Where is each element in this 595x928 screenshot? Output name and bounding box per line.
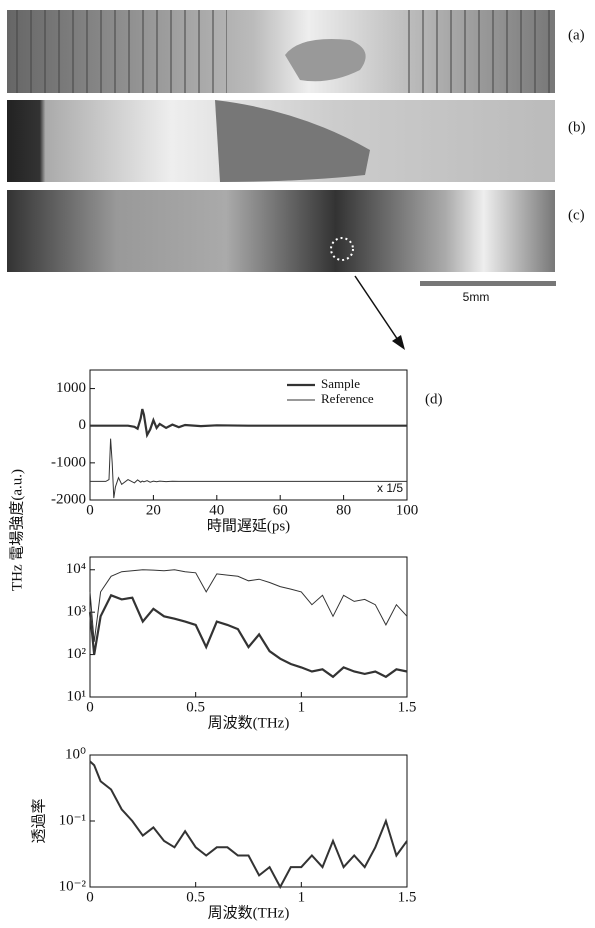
x-tick-label: 1 <box>298 699 306 715</box>
series-line <box>89 760 408 890</box>
annotation: x 1/5 <box>377 481 403 495</box>
x-tick-label: 0 <box>86 699 94 715</box>
y-tick-label: 10³ <box>67 604 87 620</box>
y-tick-label: 10⁴ <box>66 561 86 577</box>
x-tick-label: 20 <box>146 502 161 518</box>
x-tick-label: 1.5 <box>398 699 417 715</box>
x-tick-label: 0.5 <box>186 889 205 905</box>
y-tick-label: 10² <box>67 646 87 662</box>
x-axis-label: 時間遅延(ps) <box>207 517 290 534</box>
plot-frame <box>89 754 408 888</box>
x-tick-label: 0.5 <box>186 699 205 715</box>
y-tick-label: 1000 <box>56 380 86 396</box>
image-a <box>7 10 555 93</box>
panel-label: (c) <box>568 207 585 223</box>
y-tick-label: -1000 <box>51 454 86 470</box>
y-axis-label: 透過率 <box>30 798 47 843</box>
panel-label: (d) <box>425 391 443 407</box>
arrow-head <box>392 335 405 350</box>
scale-bar-label: 5mm <box>463 290 490 304</box>
x-tick-label: 60 <box>273 502 288 518</box>
y-tick-label: 10⁰ <box>65 746 86 762</box>
x-tick-label: 1 <box>298 889 306 905</box>
panel-label: (a) <box>568 27 585 43</box>
panel-label: (b) <box>568 119 586 135</box>
image-c <box>7 190 555 272</box>
y-tick-label: 10⁻² <box>59 878 87 894</box>
x-axis-label: 周波数(THz) <box>208 904 290 921</box>
legend-label: Reference <box>321 391 374 406</box>
series-line <box>88 593 408 679</box>
y-tick-label: -2000 <box>51 491 86 507</box>
arrow <box>354 275 401 344</box>
legend-label: Sample <box>321 376 360 391</box>
x-tick-label: 0 <box>86 889 94 905</box>
x-tick-label: 0 <box>86 502 94 518</box>
image-b <box>7 100 555 182</box>
y-axis-label: THz 電場強度(a.u.) <box>8 469 25 591</box>
plot-frame <box>89 556 408 698</box>
x-tick-label: 80 <box>336 502 351 518</box>
y-tick-label: 0 <box>79 417 87 433</box>
x-tick-label: 100 <box>396 502 419 518</box>
plot-frame <box>89 369 408 501</box>
x-axis-label: 周波数(THz) <box>208 714 290 731</box>
x-tick-label: 40 <box>209 502 224 518</box>
series-line <box>90 408 407 439</box>
series-line <box>90 438 407 499</box>
y-tick-label: 10⁻¹ <box>59 812 86 828</box>
series-line <box>89 569 408 642</box>
scale-bar <box>420 281 556 286</box>
y-tick-label: 10¹ <box>67 688 87 704</box>
x-tick-label: 1.5 <box>398 889 417 905</box>
